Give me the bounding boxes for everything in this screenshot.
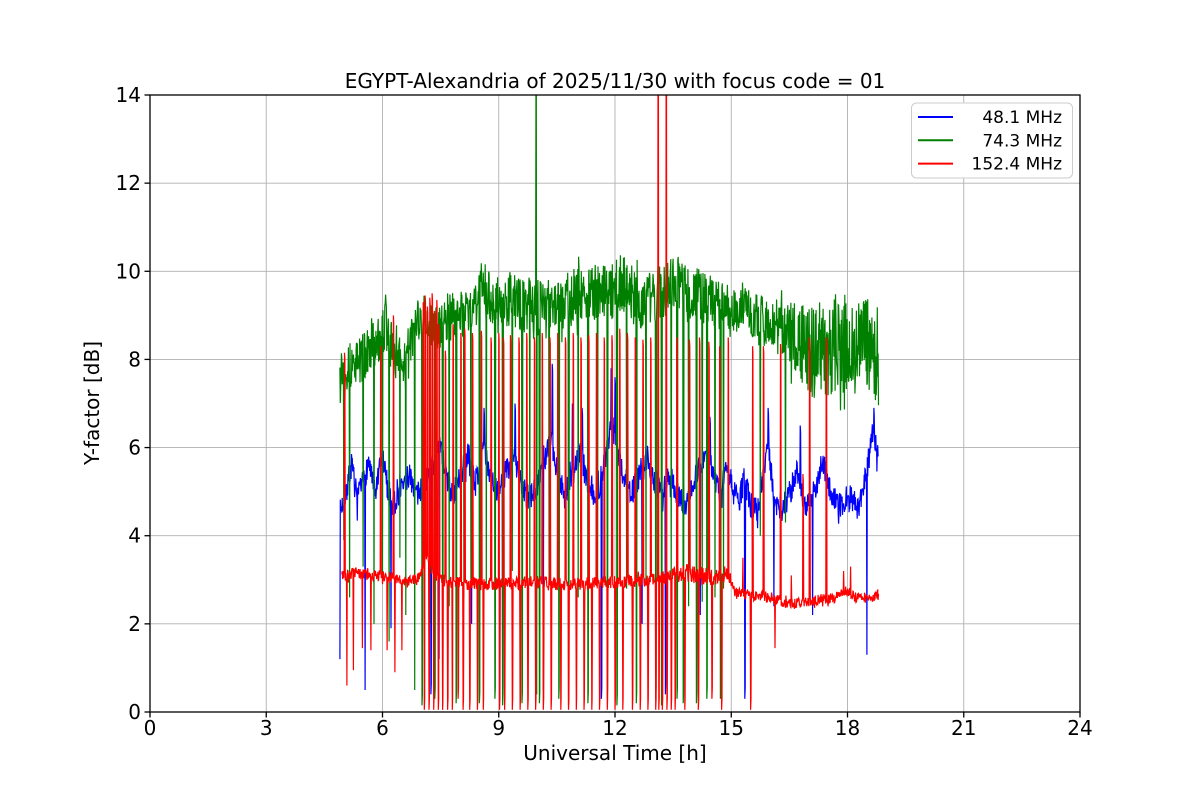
legend-label: 48.1 MHz: [982, 108, 1062, 128]
y-tick-label: 14: [116, 83, 141, 107]
y-tick-label: 12: [116, 171, 141, 195]
x-tick-label: 12: [602, 716, 627, 740]
chart-title: EGYPT-Alexandria of 2025/11/30 with focu…: [345, 69, 886, 93]
series-line-48-1-MHz: [339, 363, 879, 699]
y-axis-label: Y-factor [dB]: [80, 341, 104, 466]
y-tick-label: 2: [128, 612, 141, 636]
y-tick-label: 4: [128, 524, 141, 548]
x-tick-label: 6: [376, 716, 389, 740]
x-tick-label: 0: [144, 716, 157, 740]
x-tick-label: 15: [719, 716, 744, 740]
x-axis-label: Universal Time [h]: [523, 741, 706, 765]
legend: 48.1 MHz 74.3 MHz 152.4 MHz: [911, 102, 1073, 179]
x-tick-label: 3: [260, 716, 273, 740]
series-line-74-3-MHz: [339, 95, 880, 706]
gridlines: [150, 95, 1080, 712]
y-tick-label: 6: [128, 436, 141, 460]
x-tick-label: 21: [951, 716, 976, 740]
x-tick-label: 24: [1067, 716, 1092, 740]
y-tick-label: 8: [128, 347, 141, 371]
series-line-152-4-MHz: [341, 95, 880, 710]
legend-label: 74.3 MHz: [982, 131, 1062, 151]
x-tick-label: 9: [492, 716, 505, 740]
data-series: [339, 95, 880, 710]
y-tick-label: 0: [128, 700, 141, 724]
x-tick-label: 18: [835, 716, 860, 740]
legend-label: 152.4 MHz: [972, 155, 1063, 175]
legend-box: [911, 102, 1073, 179]
y-tick-label: 10: [116, 259, 141, 283]
